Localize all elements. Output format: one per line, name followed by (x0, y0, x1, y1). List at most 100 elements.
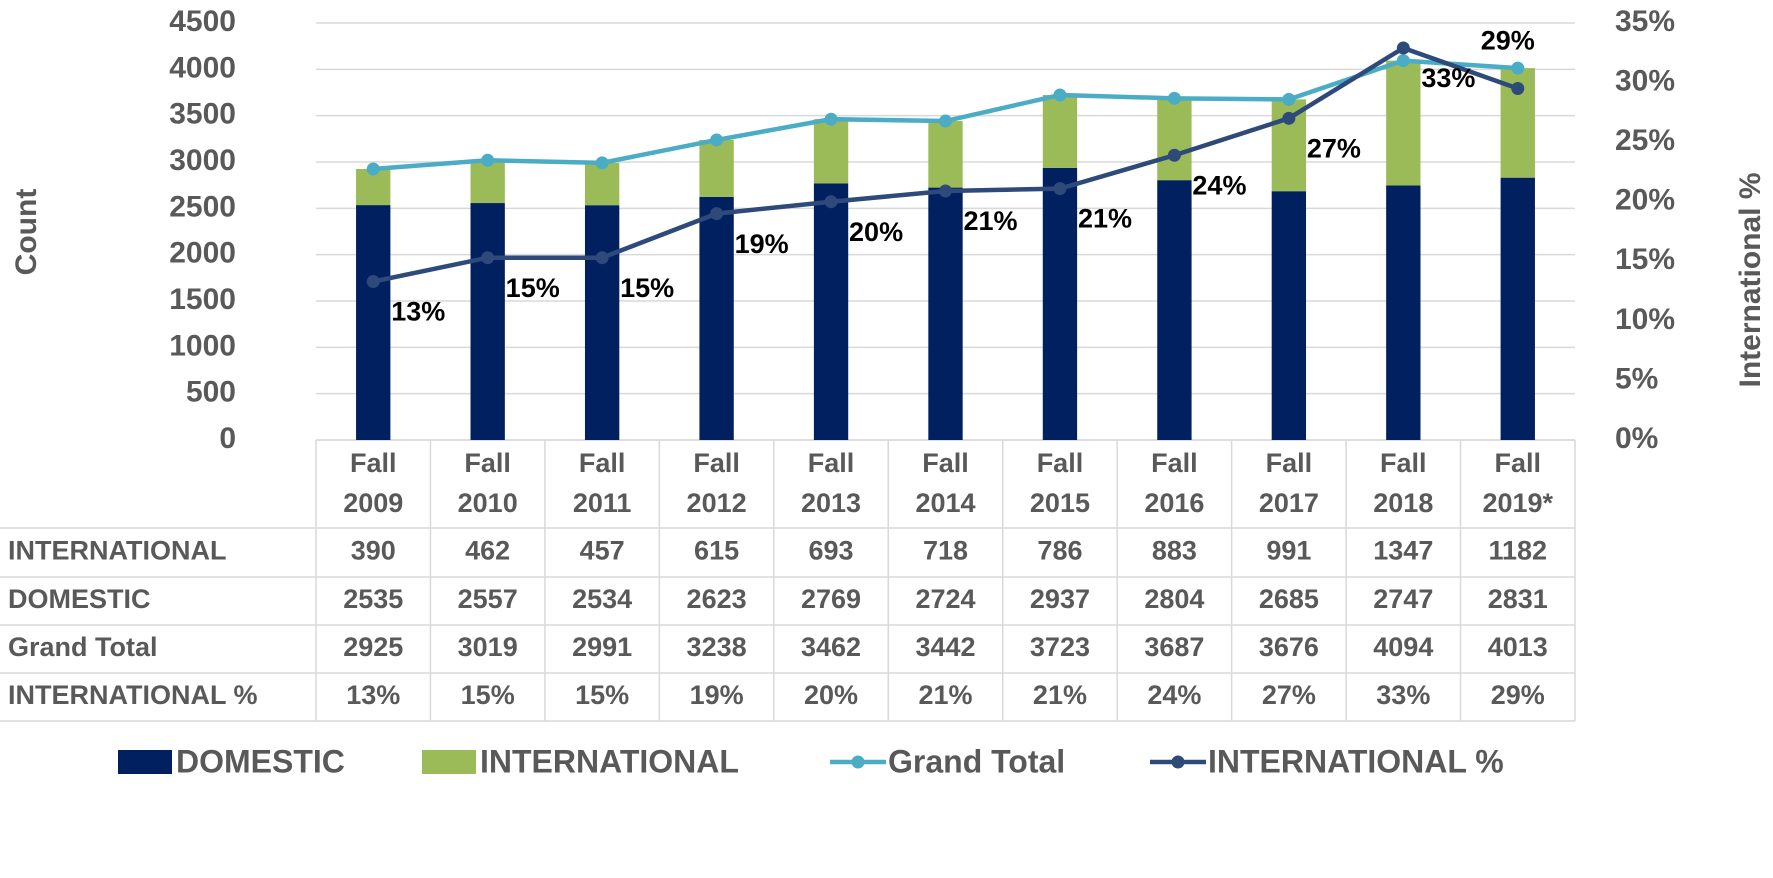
table-row-header: Grand Total (8, 632, 158, 662)
table-cell: 4013 (1488, 632, 1548, 662)
table-cell: 2623 (687, 584, 747, 614)
line-marker (481, 153, 495, 167)
legend-swatch (851, 755, 865, 769)
table-cell: 3462 (801, 632, 861, 662)
y-tick-label: 500 (186, 376, 236, 409)
line-marker (1511, 82, 1525, 96)
bar (356, 205, 391, 440)
table-cell: 2557 (458, 584, 518, 614)
data-label: 20% (849, 217, 903, 247)
table-cell: 786 (1037, 536, 1082, 566)
y2-tick-label: 35% (1615, 5, 1675, 38)
data-label: 19% (735, 229, 789, 259)
data-label: 29% (1481, 26, 1535, 56)
line-marker (481, 251, 495, 265)
table-cell: 2685 (1259, 584, 1319, 614)
y-tick-label: 1000 (169, 329, 236, 362)
table-cell: 2925 (343, 632, 403, 662)
table-row-header: DOMESTIC (8, 584, 151, 614)
table-row-header: INTERNATIONAL (8, 536, 226, 566)
bar (928, 187, 963, 440)
table-cell: 991 (1266, 536, 1311, 566)
table-cell: 1347 (1373, 536, 1433, 566)
y2-tick-label: 10% (1615, 303, 1675, 336)
bar (928, 121, 963, 188)
y-tick-label: 2500 (169, 190, 236, 223)
table-cell: 2535 (343, 584, 403, 614)
x-tick-label: Fall 2014 (915, 448, 975, 518)
data-label: 21% (964, 206, 1018, 236)
data-label: 13% (391, 297, 445, 327)
x-tick-label: Fall 2011 (573, 448, 632, 518)
y2-tick-label: 5% (1615, 362, 1658, 395)
y-tick-label: 4500 (169, 5, 236, 38)
bar (1386, 185, 1421, 440)
table-cell: 4094 (1373, 632, 1433, 662)
line-marker (1511, 61, 1525, 75)
line-marker (1396, 41, 1410, 55)
y2-tick-label: 25% (1615, 124, 1675, 157)
bar (1271, 191, 1307, 440)
y2-axis-label: International % (1734, 172, 1767, 387)
bar (1157, 180, 1192, 441)
table-cell: 2724 (915, 584, 975, 614)
x-tick-label: Fall 2012 (687, 448, 747, 518)
line-marker (1282, 92, 1296, 106)
table-cell: 2831 (1488, 584, 1548, 614)
data-label: 27% (1307, 133, 1361, 163)
y-tick-label: 1500 (169, 283, 236, 316)
line-marker (1167, 148, 1181, 162)
y2-tick-label: 0% (1615, 422, 1658, 455)
table-cell: 615 (694, 536, 739, 566)
table-row-header: INTERNATIONAL % (8, 680, 258, 710)
x-tick-label: Fall 2015 (1030, 448, 1090, 518)
table-cell: 21% (1033, 680, 1087, 710)
bar (1500, 177, 1535, 441)
table-cell: 2747 (1373, 584, 1433, 614)
y2-tick-label: 15% (1615, 243, 1675, 276)
y-tick-label: 3000 (169, 144, 236, 177)
legend-label: INTERNATIONAL % (1208, 743, 1504, 779)
bar (584, 205, 620, 440)
line-marker (1053, 88, 1067, 102)
line-marker (366, 275, 380, 289)
table-cell: 390 (351, 536, 396, 566)
y-tick-label: 3500 (169, 98, 236, 131)
x-tick-label: Fall 2009 (343, 448, 403, 518)
y-tick-label: 4000 (169, 51, 236, 84)
table-cell: 693 (809, 536, 854, 566)
x-tick-label: Fall 2019* (1482, 448, 1553, 518)
table-cell: 27% (1262, 680, 1316, 710)
y2-tick-label: 30% (1615, 64, 1675, 97)
line-marker (939, 114, 952, 128)
bar (470, 203, 505, 440)
table-cell: 2534 (572, 584, 632, 614)
legend-swatch (118, 750, 172, 774)
line-marker (595, 251, 609, 265)
table-cell: 3723 (1030, 632, 1090, 662)
line-marker (710, 207, 724, 221)
line-marker (824, 195, 838, 209)
y-tick-label: 0 (219, 422, 236, 455)
legend-swatch (422, 750, 476, 774)
x-tick-label: Fall 2017 (1259, 448, 1319, 518)
x-tick-label: Fall 2010 (458, 448, 518, 518)
table-cell: 457 (580, 536, 625, 566)
table-cell: 2937 (1030, 584, 1090, 614)
table-cell: 21% (918, 680, 972, 710)
bar (1042, 167, 1078, 440)
x-tick-label: Fall 2013 (801, 448, 861, 518)
bar (699, 196, 734, 440)
legend-swatch (1171, 755, 1185, 769)
line-marker (1053, 182, 1067, 196)
table-cell: 3019 (458, 632, 518, 662)
table-cell: 2804 (1144, 584, 1204, 614)
table-cell: 3687 (1144, 632, 1204, 662)
bar (1386, 60, 1421, 186)
table-cell: 24% (1147, 680, 1201, 710)
y-axis-label: Count (10, 189, 43, 276)
line-marker (1167, 91, 1181, 105)
table-cell: 29% (1491, 680, 1545, 710)
table-cell: 1182 (1488, 536, 1547, 566)
